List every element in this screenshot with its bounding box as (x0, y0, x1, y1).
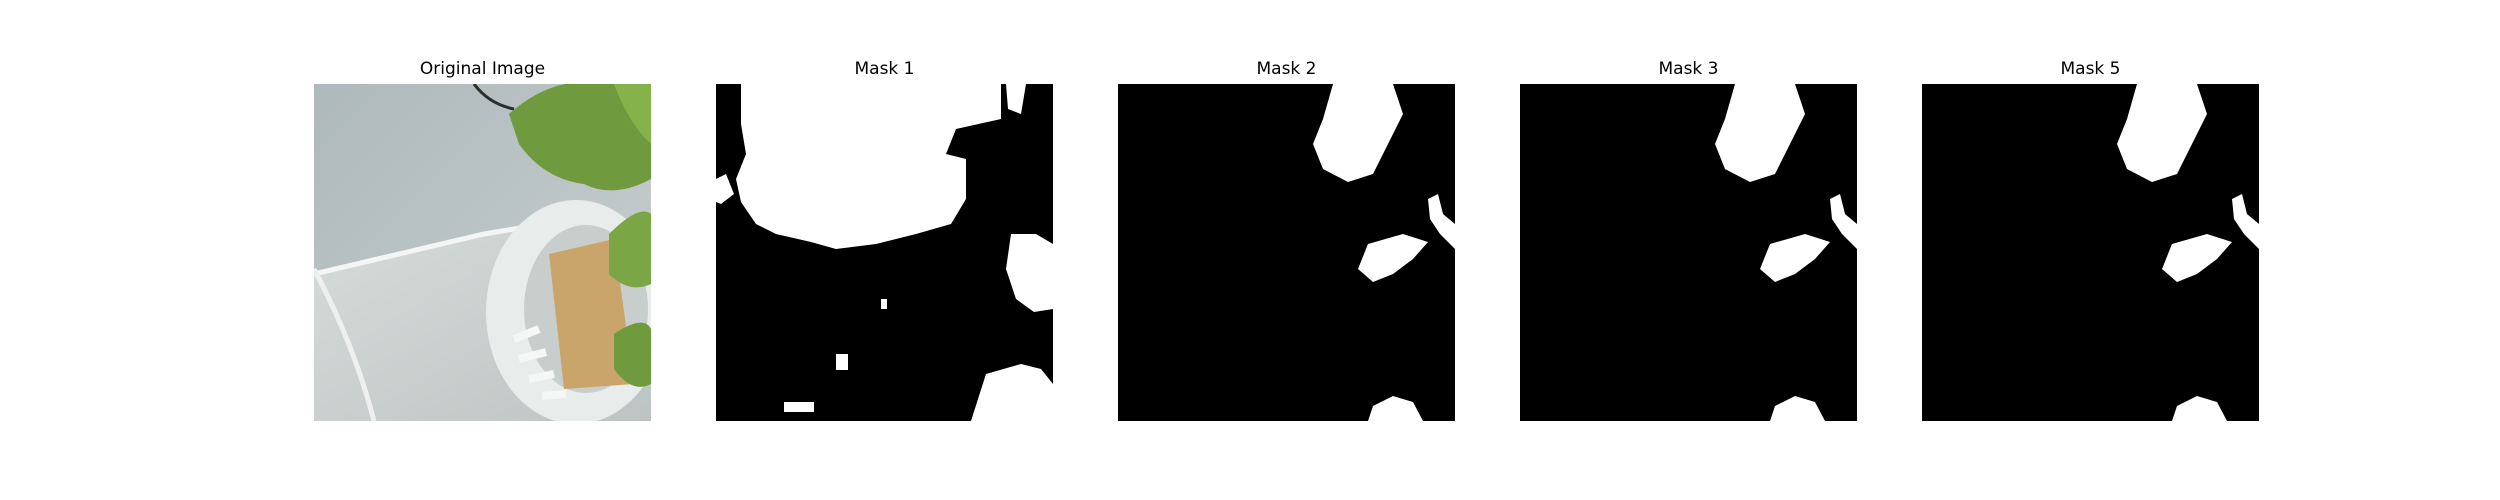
mask-3-image (1520, 84, 1857, 421)
mask-1-image (716, 84, 1053, 421)
mask-3-foreground (1715, 84, 1857, 421)
mask-5-image (1922, 84, 2259, 421)
mask-5 (1922, 84, 2259, 421)
panel-title-mask-2: Mask 2 (1256, 59, 1317, 79)
original-image (314, 84, 651, 421)
panel-title-mask-5: Mask 5 (2060, 59, 2121, 79)
mask-2 (1118, 84, 1455, 421)
mask-2-foreground (1313, 84, 1455, 421)
mask-5-foreground (2117, 84, 2259, 421)
photo-leaf-right (609, 211, 651, 288)
mask-1 (716, 84, 1053, 421)
panel-title-mask-3: Mask 3 (1658, 59, 1719, 79)
photo-cable (314, 267, 377, 421)
mask-1-foreground (716, 84, 1053, 421)
mask-3 (1520, 84, 1857, 421)
original-image-photo (314, 84, 651, 421)
panel-title-original-image: Original Image (419, 59, 546, 79)
photo-pot-slats (512, 325, 567, 400)
photo-leaf-top (509, 84, 651, 191)
photo-leaf-bottom (614, 322, 651, 387)
photo-leaf-highlight (614, 84, 651, 144)
panel-title-mask-1: Mask 1 (854, 59, 915, 79)
mask-2-image (1118, 84, 1455, 421)
photo-wire (472, 84, 515, 111)
